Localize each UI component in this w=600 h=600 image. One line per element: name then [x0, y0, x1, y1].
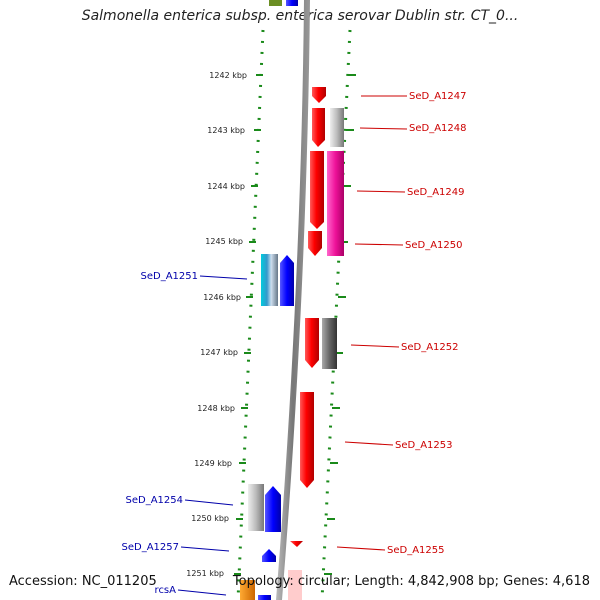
tick-label: 1247 kbp — [200, 348, 238, 357]
genome-summary-text: Topology: circular; Length: 4,842,908 bp… — [232, 574, 590, 589]
tick-label: 1246 kbp — [203, 293, 241, 302]
gene-label: SeD_A1255 — [387, 545, 445, 556]
gene-label: SeD_A1250 — [405, 240, 463, 251]
tick-label: 1251 kbp — [186, 569, 224, 578]
gene-label: SeD_A1247 — [409, 91, 467, 102]
gene-label: rcsA — [155, 585, 177, 596]
gene-arrow-SeD_A1255 — [290, 541, 303, 547]
tick-label: 1242 kbp — [209, 71, 247, 80]
gene-label: SeD_A1253 — [395, 440, 453, 451]
tick-label: 1248 kbp — [197, 404, 235, 413]
gene-label: SeD_A1252 — [401, 342, 459, 353]
gene-label: SeD_A1248 — [409, 123, 467, 134]
gene-box-gray-2 — [248, 484, 264, 531]
gene-arrow-SeD_A1248 — [312, 108, 325, 147]
gene-label: SeD_A1249 — [407, 187, 465, 198]
gene-arrow-SeD_A1253 — [300, 392, 314, 488]
tick-label: 1250 kbp — [191, 514, 229, 523]
accession-text: Accession: NC_011205 — [9, 574, 157, 589]
gene-arrow-SeD_A1251 — [280, 255, 294, 306]
gene-box-lightpink — [288, 570, 302, 600]
tick-label: 1244 kbp — [207, 182, 245, 191]
gene-box-cyan — [261, 254, 278, 306]
tick-label: 1243 kbp — [207, 126, 245, 135]
gene-arrow-SeD_A1247 — [312, 87, 326, 103]
gene-arrow-SeD_A1250 — [308, 231, 322, 256]
genome-backbone — [276, 0, 310, 600]
tick-label: 1249 kbp — [194, 459, 232, 468]
genome-title: Salmonella enterica subsp. enterica sero… — [81, 8, 519, 24]
gene-arrow-SeD_A1252 — [305, 318, 319, 368]
gene-arrow-SeD_A1249 — [310, 151, 324, 229]
scale-ticks — [234, 74, 263, 575]
scale-labels: 1242 kbp 1243 kbp 1244 kbp 1245 kbp 1246… — [186, 71, 247, 578]
gene-box-gray — [330, 108, 344, 147]
gene-arrow-rcsA — [258, 595, 271, 600]
gene-box-orange — [240, 580, 255, 600]
tick-label: 1245 kbp — [205, 237, 243, 246]
forward-gene-arrows — [288, 87, 344, 600]
gene-box-dark — [322, 318, 337, 369]
reverse-gene-arrows — [240, 254, 294, 600]
top-partial-genes — [269, 0, 298, 6]
gene-box-pink — [327, 151, 344, 256]
gene-label: SeD_A1254 — [126, 495, 184, 506]
gene-arrow-SeD_A1257 — [262, 549, 276, 562]
right-ticks — [324, 74, 356, 575]
gene-arrow-SeD_A1254 — [265, 486, 281, 532]
gene-label: SeD_A1257 — [122, 542, 180, 553]
reverse-labels: SeD_A1251 SeD_A1254 SeD_A1257 rcsA — [122, 271, 248, 596]
forward-labels: SeD_A1247 SeD_A1248 SeD_A1249 SeD_A1250 … — [336, 91, 467, 556]
gene-label: SeD_A1251 — [141, 271, 199, 282]
